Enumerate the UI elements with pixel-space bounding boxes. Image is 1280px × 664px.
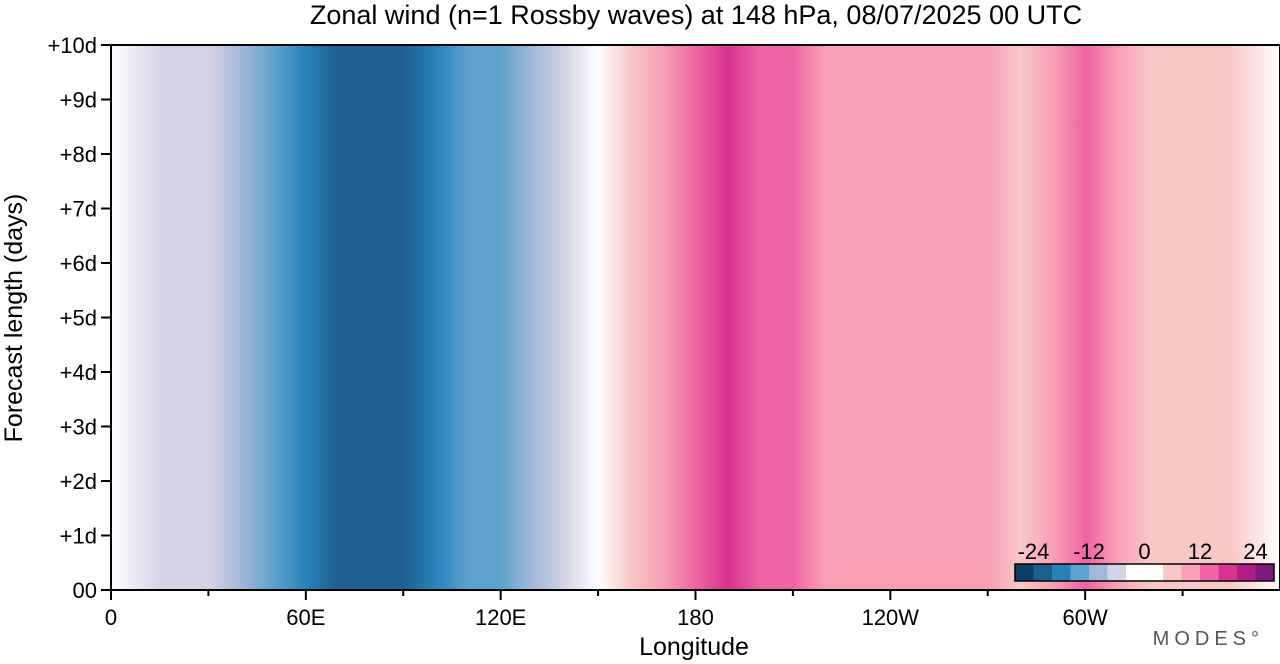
colorbar-swatch: [1181, 564, 1201, 581]
colorbar-tick-label: 0: [1138, 539, 1150, 564]
y-tick-label: +3d: [60, 415, 97, 440]
x-tick-label: 0: [105, 605, 117, 630]
colorbar-swatch: [1218, 564, 1238, 581]
colorbar-swatch: [1033, 564, 1053, 581]
colorbar-frame: [1014, 563, 1275, 582]
x-tick-label: 120E: [475, 605, 526, 630]
chart-title: Zonal wind (n=1 Rossby waves) at 148 hPa…: [310, 0, 1082, 30]
colorbar: -24 -12 0 12 24: [1014, 539, 1275, 582]
colorbar-swatch: [1052, 564, 1071, 581]
x-axis-label: Longitude: [639, 633, 749, 661]
colorbar-swatch: [1089, 564, 1108, 581]
colorbar-swatch: [1126, 564, 1145, 581]
colorbar-swatch: [1255, 564, 1275, 581]
y-axis-label: Forecast length (days): [0, 194, 28, 443]
y-tick-label: +2d: [60, 469, 97, 494]
y-axis: 00 +1d +2d +3d +4d +5d +6d +7d +8d +9d +10d: [47, 33, 111, 603]
y-tick-label: +4d: [60, 360, 97, 385]
colorbar-swatch: [1107, 564, 1127, 581]
colorbar-swatch: [1144, 564, 1164, 581]
colorbar-tick-label: 12: [1188, 539, 1212, 564]
y-tick-label: 00: [73, 578, 97, 603]
brand-logo: MODES°: [1153, 628, 1264, 650]
x-tick-label: 120W: [862, 605, 920, 630]
colorbar-tick-label: -24: [1018, 539, 1050, 564]
wind-field: [111, 45, 1280, 590]
colorbar-tick-label: -12: [1073, 539, 1105, 564]
y-tick-label: +8d: [60, 142, 97, 167]
colorbar-tick-label: 24: [1243, 539, 1267, 564]
y-tick-label: +6d: [60, 251, 97, 276]
y-tick-label: +5d: [60, 306, 97, 331]
y-tick-label: +7d: [60, 197, 97, 222]
x-tick-label: 180: [677, 605, 714, 630]
y-tick-label: +9d: [60, 88, 97, 113]
plot-area: [111, 45, 1280, 590]
colorbar-swatch: [1200, 564, 1219, 581]
y-tick-label: +1d: [60, 524, 97, 549]
x-tick-label: 60E: [286, 605, 325, 630]
colorbar-swatch: [1163, 564, 1182, 581]
colorbar-swatch: [1070, 564, 1090, 581]
y-tick-label: +10d: [47, 33, 97, 58]
colorbar-swatch: [1237, 564, 1256, 581]
x-tick-label: 60W: [1063, 605, 1108, 630]
x-axis: 0 60E 120E 180 120W 60W: [105, 590, 1184, 630]
colorbar-swatch: [1015, 564, 1034, 581]
